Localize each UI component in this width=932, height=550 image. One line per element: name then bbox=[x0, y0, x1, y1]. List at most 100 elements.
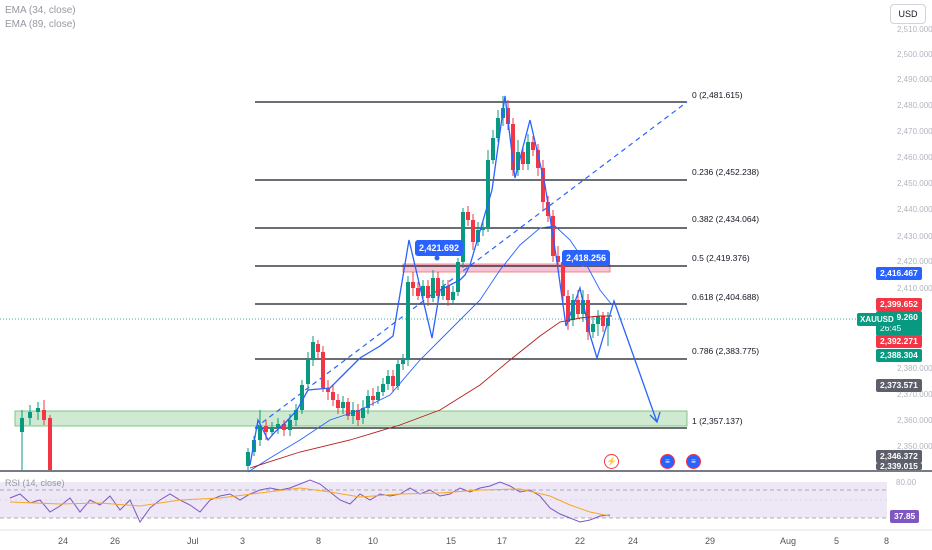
candle-body bbox=[536, 150, 540, 168]
price-tick: 2,350.000 bbox=[897, 442, 932, 451]
candle-body bbox=[451, 292, 455, 300]
candle-body bbox=[446, 286, 450, 300]
projection-arrowhead bbox=[649, 411, 661, 424]
price-axis[interactable]: 2,510.000 2,500.000 2,490.000 2,480.000 … bbox=[857, 0, 932, 530]
price-callout-right[interactable]: 2,418.256 bbox=[562, 250, 611, 266]
candle-body bbox=[471, 220, 475, 242]
candle-body bbox=[416, 288, 420, 296]
fib-trend-line bbox=[254, 101, 688, 429]
candle-body bbox=[276, 424, 280, 428]
candle-body bbox=[366, 396, 370, 408]
time-tick: Jul bbox=[187, 536, 199, 546]
candle-body bbox=[561, 262, 565, 296]
fib-label-1: 1 (2,357.137) bbox=[692, 416, 743, 426]
candle-body bbox=[351, 410, 355, 416]
candle-body bbox=[288, 420, 292, 430]
candle-body bbox=[436, 278, 440, 296]
candle-body bbox=[361, 408, 365, 418]
candle-body bbox=[311, 342, 315, 360]
candle-body bbox=[456, 262, 460, 292]
price-tag-low2: 2,339.015 bbox=[876, 463, 922, 470]
price-tick: 2,440.000 bbox=[897, 205, 932, 214]
indicator-rsi[interactable]: RSI (14, close) bbox=[5, 478, 65, 488]
fib-label-0382: 0.382 (2,434.064) bbox=[692, 214, 760, 224]
candle-body bbox=[36, 408, 40, 412]
candle-body bbox=[270, 428, 274, 432]
indicator-ema34[interactable]: EMA (34, close) bbox=[5, 5, 76, 16]
candle-body bbox=[586, 300, 590, 332]
time-tick: 15 bbox=[446, 536, 457, 546]
us-flag-event-icon[interactable]: ≡ bbox=[660, 454, 675, 469]
us-flag-event-icon[interactable]: ≡ bbox=[686, 454, 701, 469]
price-tag-low1: 2,346.372 bbox=[876, 450, 922, 463]
time-tick: Aug bbox=[780, 536, 797, 546]
candle-body bbox=[294, 410, 298, 420]
candle-body bbox=[491, 138, 495, 160]
candle-body bbox=[521, 152, 525, 164]
candle-body bbox=[531, 142, 535, 150]
fib-label-0236: 0.236 (2,452.238) bbox=[692, 167, 760, 177]
price-tag-ema34: 2,388.304 bbox=[876, 349, 922, 362]
candle-body bbox=[576, 300, 580, 314]
fib-label-0786: 0.786 (2,383.775) bbox=[692, 346, 760, 356]
rsi-tick-upper: 80.00 bbox=[896, 478, 917, 487]
price-tag-ema89: 2,373.571 bbox=[876, 379, 922, 392]
lightning-event-icon[interactable]: ⚡ bbox=[604, 454, 619, 469]
candle-body bbox=[556, 256, 560, 262]
time-tick: 8 bbox=[884, 536, 890, 546]
candle-body bbox=[346, 402, 350, 416]
candle-body bbox=[391, 376, 395, 386]
time-tick: 29 bbox=[705, 536, 716, 546]
currency-button[interactable]: USD bbox=[890, 4, 926, 24]
candle-body bbox=[541, 168, 545, 202]
price-tick: 2,410.000 bbox=[897, 284, 932, 293]
price-tick: 2,420.000 bbox=[897, 257, 932, 266]
candle-body bbox=[526, 142, 530, 164]
price-tick: 2,510.000 bbox=[897, 25, 932, 34]
fib-label-0618: 0.618 (2,404.688) bbox=[692, 292, 760, 302]
price-callout-left[interactable]: 2,421.692 bbox=[415, 240, 464, 256]
candle-body bbox=[376, 392, 380, 400]
candle-body bbox=[381, 384, 385, 392]
price-tag-bid: 2,392.271 bbox=[876, 335, 922, 348]
price-tick: 2,360.000 bbox=[897, 416, 932, 425]
time-tick: 22 bbox=[575, 536, 586, 546]
time-tick: 26 bbox=[110, 536, 121, 546]
indicator-ema89[interactable]: EMA (89, close) bbox=[5, 19, 76, 30]
rsi-ma-line bbox=[9, 487, 611, 517]
price-tick: 2,370.000 bbox=[897, 390, 932, 399]
candle-body bbox=[341, 402, 345, 408]
candle-body bbox=[28, 412, 32, 418]
candle-body bbox=[306, 360, 310, 384]
moving-averages bbox=[247, 225, 613, 473]
candle-body bbox=[566, 296, 570, 322]
candle-body bbox=[431, 278, 435, 298]
candle-body bbox=[546, 202, 550, 216]
ema34-line bbox=[247, 225, 613, 473]
candle-body bbox=[496, 118, 500, 138]
last-price: 2,399.260 bbox=[880, 312, 918, 322]
candle-body bbox=[326, 388, 330, 392]
candle-body bbox=[461, 212, 465, 262]
price-tick: 2,450.000 bbox=[897, 179, 932, 188]
candle-body bbox=[516, 152, 520, 170]
ema89-line bbox=[249, 315, 612, 469]
candle-body bbox=[481, 228, 485, 230]
candle-body bbox=[406, 282, 410, 360]
candle-body bbox=[441, 286, 445, 296]
candle-body bbox=[20, 418, 24, 432]
time-tick: 8 bbox=[316, 536, 322, 546]
fib-label-05: 0.5 (2,419.376) bbox=[692, 253, 750, 263]
candle-body bbox=[246, 452, 250, 466]
candle-body bbox=[316, 344, 320, 352]
candle-body bbox=[591, 324, 595, 332]
candle-body bbox=[411, 282, 415, 288]
candle-body bbox=[264, 426, 268, 432]
price-tick: 2,430.000 bbox=[897, 232, 932, 241]
price-tick: 2,490.000 bbox=[897, 75, 932, 84]
candle-body bbox=[596, 316, 600, 324]
candle-body bbox=[486, 160, 490, 228]
candle-body bbox=[466, 212, 470, 220]
callout-left-dot bbox=[434, 255, 440, 261]
